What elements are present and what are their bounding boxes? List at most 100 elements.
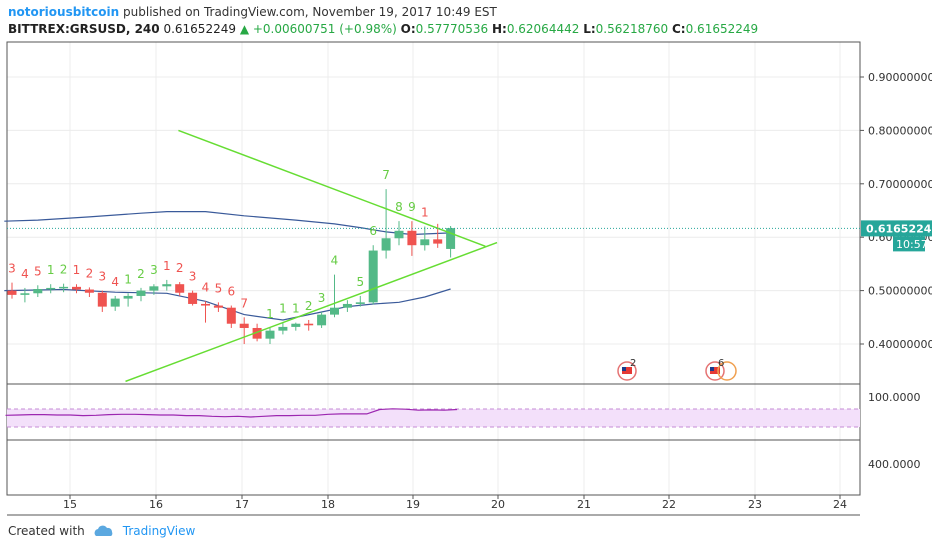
candle-body	[278, 326, 288, 331]
x-tick-label: 22	[662, 498, 676, 511]
sequence-label: 2	[137, 267, 145, 281]
tradingview-brand[interactable]: TradingView	[122, 524, 196, 538]
candle-body	[355, 302, 365, 304]
sequence-label: 3	[150, 263, 158, 277]
sequence-label: 1	[163, 259, 171, 273]
candle	[46, 284, 56, 294]
candle-body	[175, 284, 185, 293]
time-axis: 15 16 17 18 19 20 21 22 23 24	[63, 495, 847, 511]
candle-body	[291, 323, 301, 327]
y-tick-label: 0.80000000	[868, 124, 932, 137]
last-price-box	[861, 220, 932, 237]
rsi-pane: 100.0000 400.0000	[5, 391, 921, 471]
candle	[72, 284, 81, 294]
candle	[226, 305, 236, 328]
pane-frames	[6, 41, 861, 516]
event-flag-extra	[717, 361, 737, 381]
published-text: published on TradingView.com, November 1…	[123, 5, 497, 19]
candle	[265, 327, 275, 344]
open-value: 0.57770536	[415, 22, 489, 36]
candle-body	[72, 286, 81, 290]
moving-averages	[4, 211, 451, 321]
x-tick-label: 24	[833, 498, 847, 511]
event-flag-canton	[710, 367, 714, 371]
candle	[394, 221, 404, 246]
event-flag-icon[interactable]: 6	[705, 358, 737, 381]
symbol: BITTREX:GRSUSD, 240	[8, 22, 160, 36]
candle	[381, 189, 391, 259]
candle-body	[239, 323, 249, 328]
sequence-label: 3	[8, 262, 16, 276]
candle-body	[149, 286, 159, 291]
sequence-label: 8	[395, 200, 403, 214]
countdown-box	[893, 236, 925, 252]
sequence-label: 1	[292, 302, 300, 316]
candle-body	[226, 307, 236, 324]
candle	[420, 226, 430, 251]
event-count: 2	[630, 358, 636, 369]
event-flag-stripes	[710, 367, 720, 374]
candle	[355, 295, 365, 307]
candle-body	[381, 238, 391, 251]
x-tick-label: 18	[321, 498, 335, 511]
candle-body	[420, 239, 430, 246]
candle-body	[446, 228, 456, 249]
event-flag-canton	[622, 367, 626, 371]
sequence-label: 6	[227, 285, 235, 299]
sequence-label: 3	[318, 291, 326, 305]
rsi-tick-label: 100.0000	[868, 391, 921, 404]
candle	[162, 279, 172, 291]
y-tick-label: 0.70000000	[868, 178, 932, 191]
x-tick-label: 20	[491, 498, 505, 511]
countdown-label: 10:57	[896, 238, 928, 251]
candle	[304, 319, 314, 331]
ticker-line: BITTREX:GRSUSD, 240 0.61652249 ▲ +0.0060…	[8, 21, 758, 38]
event-flag-icon[interactable]: 2	[617, 358, 637, 381]
candle	[7, 282, 17, 299]
candle-body	[110, 298, 120, 307]
low-label: L:	[583, 22, 596, 36]
sequence-label: 4	[331, 254, 339, 268]
candle	[175, 282, 185, 296]
event-count: 6	[718, 358, 724, 369]
candle	[278, 322, 288, 335]
x-tick-label: 16	[149, 498, 163, 511]
candle-body	[162, 284, 172, 287]
ma-upper-line	[4, 211, 451, 236]
candle	[97, 290, 107, 312]
x-tick-label: 15	[63, 498, 77, 511]
sequence-label: 1	[47, 263, 55, 277]
last-price: 0.61652249	[163, 22, 236, 36]
sequence-label: 7	[240, 296, 248, 310]
rsi-band	[7, 409, 860, 427]
candle	[213, 302, 223, 312]
sequence-label: 2	[176, 261, 184, 275]
author-link[interactable]: notoriousbitcoin	[8, 5, 120, 19]
candle-body	[188, 292, 198, 304]
sequence-label: 5	[356, 275, 364, 289]
event-flag-stripes	[622, 367, 632, 374]
sequence-label: 4	[21, 267, 29, 281]
ma-lower-line	[4, 288, 451, 321]
open-label: O:	[400, 22, 416, 36]
candle-body	[407, 230, 417, 246]
candle-body	[304, 323, 314, 326]
candle	[110, 295, 120, 311]
candle-body	[7, 290, 17, 295]
sequence-label: 7	[382, 168, 390, 182]
candle-body	[342, 303, 352, 308]
sequence-label: 2	[305, 299, 313, 313]
candle-body	[123, 295, 133, 299]
candle	[201, 301, 210, 323]
rsi-line	[5, 408, 458, 418]
candle-body	[97, 292, 107, 307]
triangle-pattern	[125, 129, 498, 383]
sequence-label: 4	[202, 280, 210, 294]
candle	[239, 317, 249, 344]
sequence-label: 1	[266, 307, 274, 321]
sequence-label: 2	[86, 266, 94, 280]
candle	[136, 287, 146, 302]
sequence-label: 2	[60, 263, 68, 277]
